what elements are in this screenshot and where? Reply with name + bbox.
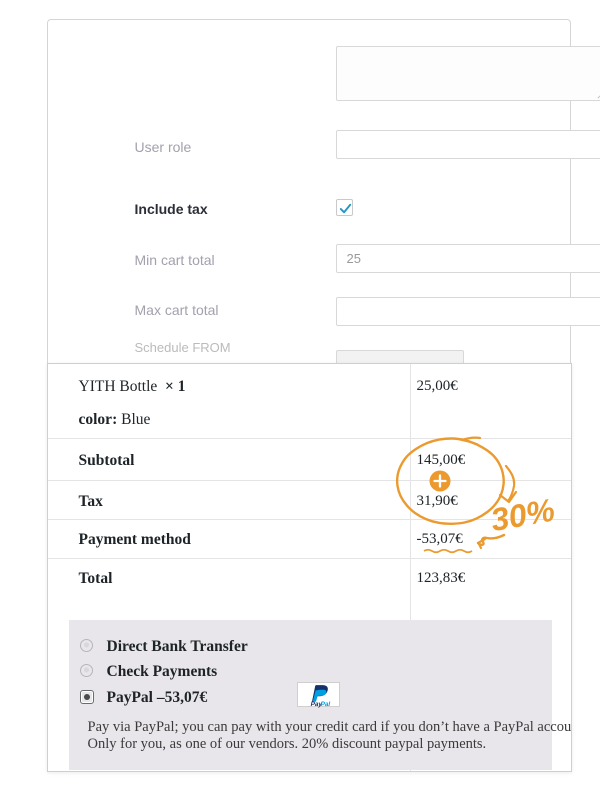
svg-text:Pal: Pal: [320, 700, 330, 707]
